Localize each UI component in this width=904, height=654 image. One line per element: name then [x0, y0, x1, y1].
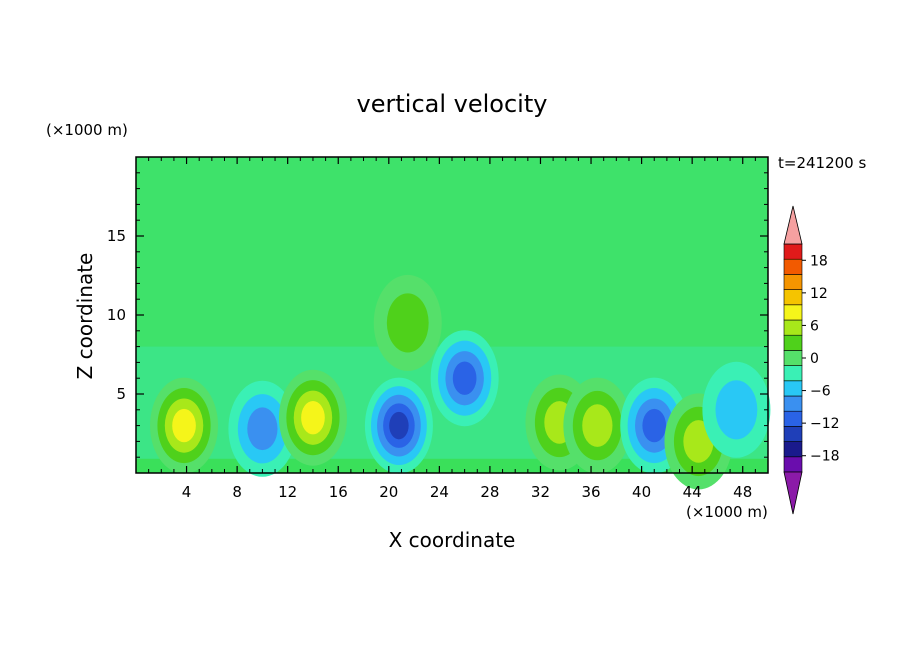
time-label: t=241200 s [778, 154, 866, 172]
x-axis-ticks: 4 8 12 16 20 24 28 32 36 40 44 48 [148, 157, 756, 501]
colorbar-bin [783, 395, 803, 412]
colorbar-under-triangle [783, 471, 803, 515]
chart-title: vertical velocity [357, 90, 548, 118]
colorbar-bin [783, 319, 803, 336]
colorbar-tick-label: 18 [810, 253, 828, 269]
velocity-contour [172, 408, 196, 443]
velocity-contour [582, 404, 613, 447]
y-unit-label: (×1000 m) [46, 121, 128, 139]
colorbar-tick-label: −6 [810, 384, 831, 400]
x-tick-label: 44 [683, 483, 702, 501]
velocity-contour [301, 401, 325, 435]
colorbar-bin [783, 258, 803, 275]
y-tick-label: 15 [107, 227, 126, 245]
colorbar-tick-label: 0 [810, 351, 819, 367]
colorbar-bin [783, 380, 803, 397]
y-axis-title: Z coordinate [73, 253, 97, 380]
velocity-cell [278, 369, 347, 466]
colorbar-bin [783, 334, 803, 351]
y-axis-ticks: 5 10 15 [107, 172, 768, 458]
velocity-cell [373, 274, 442, 371]
x-tick-label: 24 [430, 483, 449, 501]
colorbar-over-triangle [783, 205, 803, 245]
velocity-contour [247, 407, 278, 451]
colorbar-bin [783, 304, 803, 321]
x-unit-label: (×1000 m) [686, 503, 768, 521]
colorbar-tick-label: −12 [810, 416, 840, 432]
colorbar-bin [783, 365, 803, 382]
x-tick-label: 40 [632, 483, 651, 501]
colorbar-tick-label: −18 [810, 449, 840, 465]
velocity-cell [228, 380, 297, 477]
colorbar-bin [783, 456, 803, 473]
y-tick-label: 5 [116, 385, 126, 403]
x-tick-label: 20 [379, 483, 398, 501]
x-tick-label: 32 [531, 483, 550, 501]
colorbar-bin [783, 274, 803, 290]
velocity-contour [386, 293, 429, 353]
velocity-cell [563, 377, 632, 474]
colorbar-bin [783, 289, 803, 306]
colorbar-bin [783, 350, 803, 366]
x-tick-label: 4 [182, 483, 192, 501]
colorbar: 18 12 6 0 −6 −12 −18 [783, 205, 840, 515]
x-tick-label: 12 [278, 483, 297, 501]
velocity-contour [389, 411, 409, 440]
colorbar-tick-label: 6 [810, 318, 819, 334]
velocity-cell [430, 330, 499, 427]
velocity-cell [702, 361, 771, 458]
colorbar-bin [783, 243, 803, 260]
x-tick-label: 48 [733, 483, 752, 501]
y-tick-label: 10 [107, 306, 126, 324]
velocity-contour [452, 361, 477, 395]
colorbar-bin [783, 426, 803, 442]
x-tick-label: 16 [329, 483, 348, 501]
velocity-contour [642, 408, 667, 443]
velocity-cell [364, 377, 433, 474]
velocity-cell [150, 377, 219, 474]
velocity-field [136, 274, 771, 490]
velocity-contour [715, 380, 758, 440]
x-tick-label: 28 [480, 483, 499, 501]
x-axis-title: X coordinate [389, 528, 516, 552]
colorbar-tick-label: 12 [810, 286, 828, 302]
x-tick-label: 8 [232, 483, 242, 501]
colorbar-bin [783, 410, 803, 427]
x-tick-label: 36 [581, 483, 600, 501]
colorbar-bin [783, 441, 803, 458]
